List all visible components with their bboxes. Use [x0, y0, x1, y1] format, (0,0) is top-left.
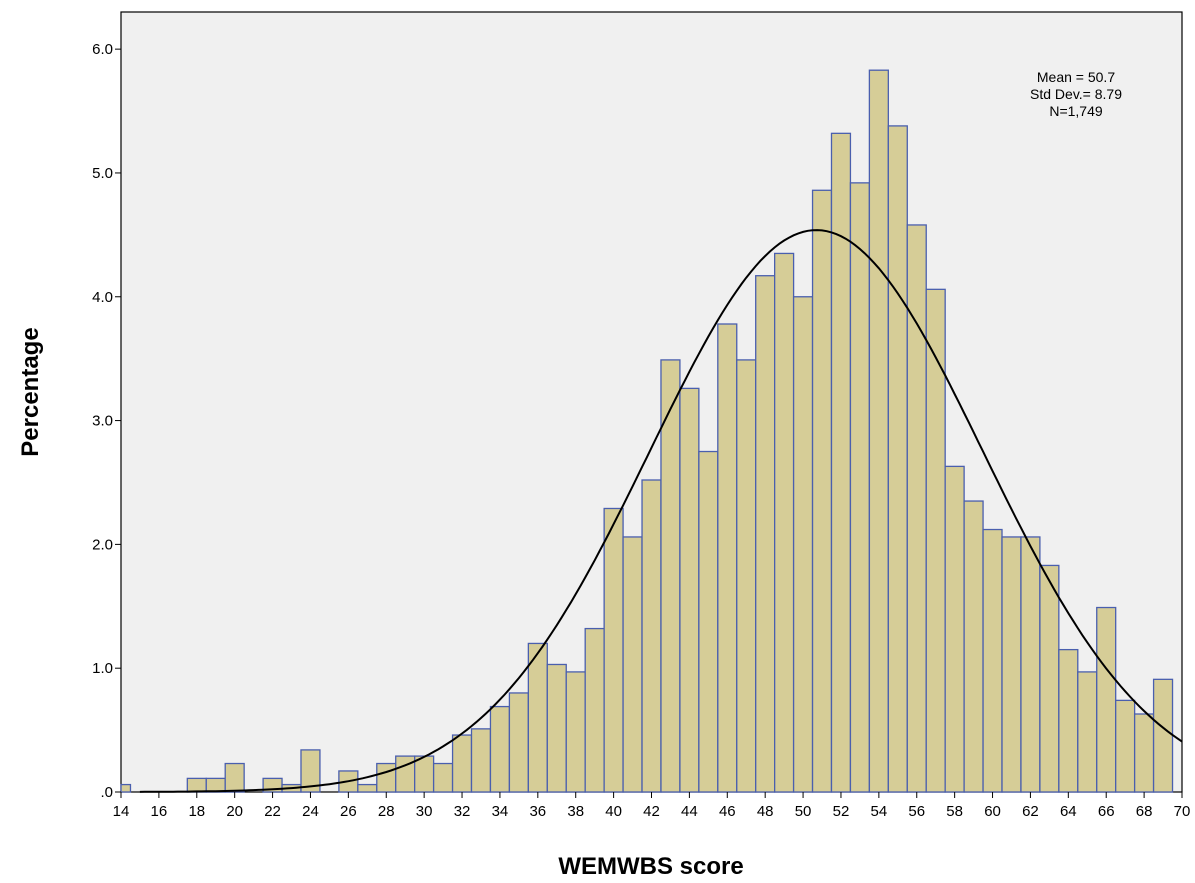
histogram-bar: [1096, 606, 1117, 793]
x-tick-label: 20: [226, 803, 243, 820]
y-tick-label: 6.0: [92, 41, 113, 58]
histogram-bar: [432, 762, 454, 793]
histogram-bar: [925, 288, 946, 793]
histogram-bar: [603, 507, 624, 793]
histogram-bar: [698, 450, 719, 793]
x-tick-label: 36: [529, 803, 546, 820]
x-tick-label: 70: [1174, 803, 1191, 820]
y-tick-label: 3.0: [92, 413, 113, 430]
histogram-bar: [868, 69, 889, 793]
histogram-bar: [887, 125, 908, 793]
histogram-bar: [546, 663, 567, 793]
x-tick-label: 52: [833, 803, 850, 820]
histogram-bar: [849, 182, 871, 793]
histogram-bar: [1077, 671, 1098, 793]
histogram-bar: [205, 777, 226, 793]
x-tick-label: 64: [1060, 803, 1077, 820]
x-tick-label: 48: [757, 803, 774, 820]
y-tick-label: 1.0: [92, 660, 113, 677]
x-axis: 14 16 18 20 22 24 26 28 30 32 34 36 38 40 42 44 46 48 50 52…: [113, 792, 1191, 820]
histogram-bar: [451, 734, 473, 793]
x-tick-label: 42: [643, 803, 660, 820]
x-tick-label: 62: [1022, 803, 1039, 820]
histogram-bar: [679, 387, 700, 793]
y-tick-label: 4.0: [92, 289, 113, 306]
histogram-bar: [1133, 713, 1155, 793]
histogram-bar: [357, 783, 378, 793]
histogram-bar: [641, 479, 662, 793]
histogram-bar: [414, 755, 435, 793]
x-tick-label: 24: [302, 803, 319, 820]
histogram-bar: [186, 777, 207, 793]
histogram-bar: [982, 528, 1003, 793]
x-tick-label: 54: [871, 803, 888, 820]
y-tick-label: 5.0: [92, 165, 113, 182]
y-tick-label: .0: [100, 784, 113, 801]
histogram-bar: [527, 642, 548, 793]
y-axis: .0 1.0 2.0 3.0 4.0 5.0 6.0: [92, 41, 121, 801]
histogram-bar: [811, 189, 833, 793]
x-tick-label: 46: [719, 803, 736, 820]
stats-mean: Mean = 50.7: [1037, 69, 1115, 85]
histogram-bar: [963, 500, 984, 793]
histogram-bar: [565, 671, 586, 793]
x-tick-label: 66: [1098, 803, 1115, 820]
histogram-bar: [584, 627, 605, 793]
histogram-bar: [470, 728, 492, 793]
x-tick-label: 14: [113, 803, 130, 820]
normal-curve: [139, 229, 1183, 793]
histogram-bar: [1152, 678, 1174, 793]
histogram-bar: [622, 536, 643, 793]
histogram-bar: [944, 465, 965, 793]
histogram-bar: [120, 783, 132, 793]
histogram-bar: [1115, 699, 1136, 793]
histogram-bar: [792, 296, 814, 793]
histogram-bar: [376, 762, 397, 793]
x-tick-label: 28: [378, 803, 395, 820]
histogram-bar: [830, 132, 852, 793]
x-tick-label: 50: [795, 803, 812, 820]
x-tick-label: 16: [151, 803, 168, 820]
y-axis-title: Percentage: [17, 327, 44, 456]
x-tick-label: 58: [946, 803, 963, 820]
histogram-bar: [508, 692, 529, 793]
x-tick-label: 30: [416, 803, 433, 820]
x-tick-label: 34: [492, 803, 509, 820]
histogram-bar: [1001, 536, 1022, 793]
histogram-bar: [489, 705, 511, 793]
stats-annotation: Mean = 50.7 Std Dev.= 8.79 N=1,749: [1030, 69, 1122, 119]
histogram-bar: [906, 224, 927, 793]
x-axis-title: WEMWBS score: [558, 853, 743, 880]
y-tick-label: 2.0: [92, 536, 113, 553]
stats-n: N=1,749: [1049, 103, 1103, 119]
histogram-bar: [1020, 536, 1041, 793]
x-tick-label: 44: [681, 803, 698, 820]
histogram-bar: [774, 252, 795, 793]
histogram-bar: [736, 359, 757, 793]
x-tick-label: 32: [454, 803, 471, 820]
x-tick-label: 18: [188, 803, 205, 820]
x-tick-label: 56: [908, 803, 925, 820]
x-tick-label: 60: [984, 803, 1001, 820]
stats-std-dev: Std Dev.= 8.79: [1030, 86, 1122, 102]
x-tick-label: 38: [567, 803, 584, 820]
histogram-bar: [717, 323, 738, 793]
x-tick-label: 68: [1136, 803, 1153, 820]
histogram-bar: [1058, 648, 1079, 793]
histogram-bar: [755, 275, 776, 793]
x-tick-label: 22: [264, 803, 281, 820]
histogram-bar: [224, 762, 245, 793]
x-tick-label: 40: [605, 803, 622, 820]
x-tick-label: 26: [340, 803, 357, 820]
histogram-bar: [1039, 564, 1060, 793]
